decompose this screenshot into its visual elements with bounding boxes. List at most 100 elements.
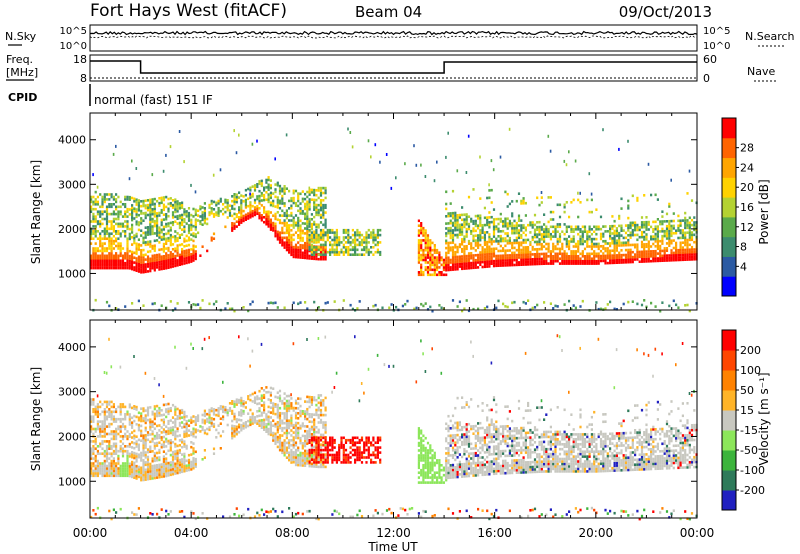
range-gate-cell xyxy=(431,268,434,272)
range-gate-cell xyxy=(465,213,468,216)
range-gate-cell xyxy=(153,215,156,218)
range-gate-cell xyxy=(124,425,127,428)
colorbar-segment xyxy=(722,197,736,218)
range-gate-cell xyxy=(317,196,320,200)
range-gate-cell xyxy=(609,242,612,245)
range-gate-cell xyxy=(483,263,486,266)
range-gate-cell xyxy=(586,252,589,256)
range-gate-cell xyxy=(267,390,270,394)
range-gate-cell xyxy=(342,250,345,254)
range-gate-cell xyxy=(149,259,152,263)
range-gate-cell xyxy=(426,248,430,252)
range-gate-cell xyxy=(304,256,307,260)
range-gate-cell xyxy=(461,255,464,258)
freq-trace xyxy=(90,60,697,74)
range-gate-cell xyxy=(233,197,236,201)
range-gate-cell xyxy=(174,423,177,426)
range-gate-cell xyxy=(151,450,154,453)
range-gate-cell xyxy=(292,248,295,251)
range-gate-cell xyxy=(94,457,97,460)
range-gate-cell xyxy=(335,253,338,256)
range-gate-cell xyxy=(233,227,236,230)
range-gate-cell xyxy=(622,302,625,306)
range-gate-cell xyxy=(110,212,113,216)
range-gate-cell xyxy=(420,271,423,274)
range-gate-cell xyxy=(124,474,127,478)
range-gate-cell xyxy=(483,216,486,220)
range-gate-cell xyxy=(319,257,323,261)
range-gate-cell xyxy=(115,420,118,423)
range-gate-cell xyxy=(119,205,122,209)
range-gate-cell xyxy=(212,425,216,428)
range-gate-cell xyxy=(531,226,534,229)
range-gate-cell xyxy=(192,259,195,262)
range-gate-cell xyxy=(620,256,623,259)
range-gate-cell xyxy=(105,467,109,470)
range-gate-cell xyxy=(146,468,150,471)
range-gate-cell xyxy=(488,183,490,187)
range-gate-cell xyxy=(374,233,377,237)
range-gate-cell xyxy=(367,241,370,244)
range-gate-cell xyxy=(137,455,140,459)
range-gate-cell xyxy=(497,230,500,233)
range-gate-cell xyxy=(249,206,252,209)
range-gate-cell xyxy=(538,220,541,224)
range-gate-cell xyxy=(297,199,300,203)
range-gate-cell xyxy=(294,248,298,252)
range-gate-cell xyxy=(162,242,165,246)
range-gate-cell xyxy=(90,257,93,260)
range-gate-cell xyxy=(112,261,115,265)
range-gate-cell xyxy=(135,249,138,253)
range-gate-cell xyxy=(333,248,336,252)
range-gate-cell xyxy=(613,256,616,260)
range-gate-cell xyxy=(288,233,291,237)
range-gate-cell xyxy=(497,249,500,253)
range-gate-cell xyxy=(162,420,165,424)
range-gate-cell xyxy=(140,256,143,259)
range-gate-cell xyxy=(94,242,97,245)
range-gate-cell xyxy=(169,446,172,449)
range-gate-cell xyxy=(477,256,480,259)
range-gate-cell xyxy=(515,241,518,245)
range-gate-cell xyxy=(244,421,247,424)
range-gate-cell xyxy=(151,227,154,231)
range-gate-cell xyxy=(253,391,257,395)
range-gate-cell xyxy=(527,260,530,264)
range-gate-cell xyxy=(606,256,609,260)
range-gate-cell xyxy=(483,260,486,264)
range-gate-cell xyxy=(176,434,179,438)
range-gate-cell xyxy=(595,242,598,246)
range-gate-cell xyxy=(379,241,382,244)
range-gate-cell xyxy=(429,248,432,252)
range-gate-cell xyxy=(231,409,234,413)
range-gate-cell xyxy=(103,257,106,260)
range-gate-cell xyxy=(304,251,307,255)
range-gate-cell xyxy=(192,452,195,455)
range-gate-cell xyxy=(502,222,505,226)
range-gate-cell xyxy=(167,442,170,445)
range-gate-cell xyxy=(149,450,152,453)
range-gate-cell xyxy=(108,227,111,231)
range-gate-cell xyxy=(554,259,557,263)
range-gate-cell xyxy=(506,232,509,235)
range-gate-cell xyxy=(119,259,122,262)
range-gate-cell xyxy=(533,240,537,244)
range-gate-cell xyxy=(631,221,634,225)
range-gate-cell xyxy=(110,220,113,223)
range-gate-cell xyxy=(135,455,138,458)
range-gate-cell xyxy=(574,252,577,256)
range-gate-cell xyxy=(231,429,234,433)
range-gate-cell xyxy=(101,198,104,201)
range-gate-cell xyxy=(174,432,177,436)
range-gate-cell xyxy=(142,248,145,252)
range-gate-cell xyxy=(110,400,113,404)
range-gate-cell xyxy=(260,396,263,400)
range-gate-cell xyxy=(488,223,491,226)
range-gate-cell xyxy=(650,255,653,258)
range-gate-cell xyxy=(110,257,113,260)
range-gate-cell xyxy=(126,445,129,448)
range-gate-cell xyxy=(251,209,254,213)
range-gate-cell xyxy=(149,467,152,471)
range-gate-cell xyxy=(563,205,566,209)
range-gate-cell xyxy=(319,208,323,212)
